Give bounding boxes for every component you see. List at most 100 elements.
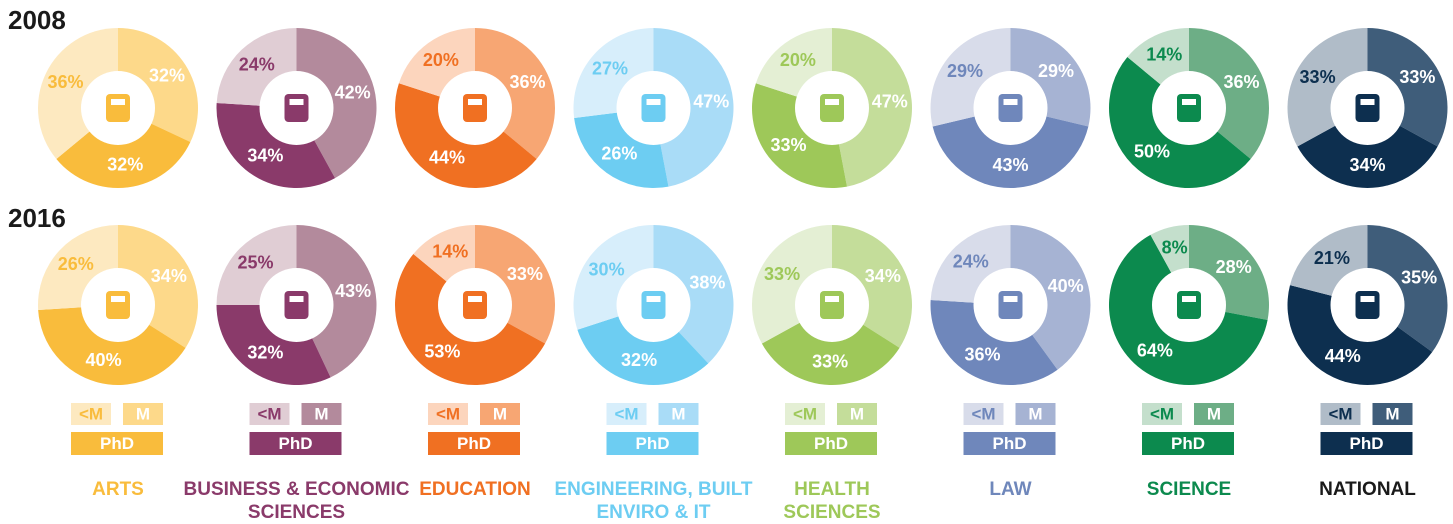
icon (463, 291, 487, 319)
value-label: 28% (1216, 257, 1252, 277)
value-label: 33% (1300, 67, 1336, 87)
value-label: 33% (812, 352, 848, 372)
icon-detail (825, 99, 839, 105)
year-label: 2008 (8, 5, 66, 35)
category-title: ENGINEERING, BUILT ENVIRO & IT (549, 478, 759, 524)
value-label: 36% (1223, 72, 1259, 92)
value-label: 34% (247, 146, 283, 166)
value-label: 32% (107, 154, 143, 174)
icon (1356, 94, 1380, 122)
icon (642, 291, 666, 319)
value-label: 42% (335, 82, 371, 102)
legend-label: <M (1150, 404, 1174, 423)
legend-label: PhD (457, 434, 491, 453)
legend-label: M (493, 404, 507, 423)
legend-label: <M (971, 404, 995, 423)
value-label: 26% (601, 144, 637, 164)
value-label: 32% (149, 66, 185, 86)
value-label: 40% (86, 350, 122, 370)
legend-label: <M (436, 404, 460, 423)
value-label: 34% (865, 266, 901, 286)
legend-label: PhD (279, 434, 313, 453)
category-title: HEALTH SCIENCES (767, 478, 897, 524)
value-label: 14% (1146, 44, 1182, 64)
legend-label: PhD (1171, 434, 1205, 453)
year-label: 2016 (8, 203, 66, 233)
legend-label: PhD (993, 434, 1027, 453)
icon (1356, 291, 1380, 319)
value-label: 30% (589, 260, 625, 280)
icon-detail (1182, 99, 1196, 105)
icon (106, 291, 130, 319)
icon (285, 94, 309, 122)
legend-label: <M (614, 404, 638, 423)
value-label: 53% (424, 342, 460, 362)
value-label: 32% (247, 343, 283, 363)
icon-detail (290, 296, 304, 302)
value-label: 33% (507, 264, 543, 284)
icon-detail (825, 296, 839, 302)
value-label: 64% (1137, 341, 1173, 361)
icon-detail (111, 99, 125, 105)
value-label: 43% (992, 155, 1028, 175)
legend-label: PhD (1350, 434, 1384, 453)
legend-label: M (850, 404, 864, 423)
icon (820, 94, 844, 122)
value-label: 43% (335, 281, 371, 301)
icon (1177, 94, 1201, 122)
icon-detail (1361, 99, 1375, 105)
icon-detail (468, 296, 482, 302)
icon-detail (111, 296, 125, 302)
icon-detail (1004, 296, 1018, 302)
icon-detail (468, 99, 482, 105)
value-label: 47% (693, 91, 729, 111)
icon-detail (1004, 99, 1018, 105)
value-label: 44% (1325, 346, 1361, 366)
value-label: 34% (151, 266, 187, 286)
icon-detail (1361, 296, 1375, 302)
category-title: LAW (921, 478, 1101, 501)
value-label: 34% (1349, 155, 1385, 175)
icon (820, 291, 844, 319)
legend-label: M (314, 404, 328, 423)
value-label: 40% (1048, 276, 1084, 296)
value-label: 25% (237, 253, 273, 273)
icon-detail (1182, 296, 1196, 302)
value-label: 36% (509, 72, 545, 92)
value-label: 33% (764, 264, 800, 284)
value-label: 47% (872, 91, 908, 111)
legend-label: PhD (814, 434, 848, 453)
legend-label: M (1028, 404, 1042, 423)
value-label: 29% (1038, 61, 1074, 81)
value-label: 33% (1399, 67, 1435, 87)
category-title: SCIENCE (1099, 478, 1279, 501)
value-label: 20% (423, 50, 459, 70)
value-label: 33% (770, 135, 806, 155)
value-label: 44% (429, 148, 465, 168)
icon (106, 94, 130, 122)
value-label: 35% (1401, 267, 1437, 287)
icon-detail (647, 296, 661, 302)
legend-label: <M (257, 404, 281, 423)
legend-label: <M (1328, 404, 1352, 423)
category-title: EDUCATION (385, 478, 565, 501)
legend-label: PhD (100, 434, 134, 453)
icon (285, 291, 309, 319)
value-label: 32% (621, 350, 657, 370)
icon-detail (647, 99, 661, 105)
icon (999, 94, 1023, 122)
icon-detail (290, 99, 304, 105)
legend-label: M (1207, 404, 1221, 423)
legend-label: PhD (636, 434, 670, 453)
value-label: 27% (592, 58, 628, 78)
value-label: 50% (1134, 141, 1170, 161)
value-label: 36% (48, 72, 84, 92)
value-label: 24% (953, 251, 989, 271)
value-label: 36% (965, 345, 1001, 365)
legend-label: M (136, 404, 150, 423)
value-label: 20% (780, 50, 816, 70)
value-label: 14% (432, 241, 468, 261)
value-label: 21% (1314, 248, 1350, 268)
legend-label: M (1385, 404, 1399, 423)
